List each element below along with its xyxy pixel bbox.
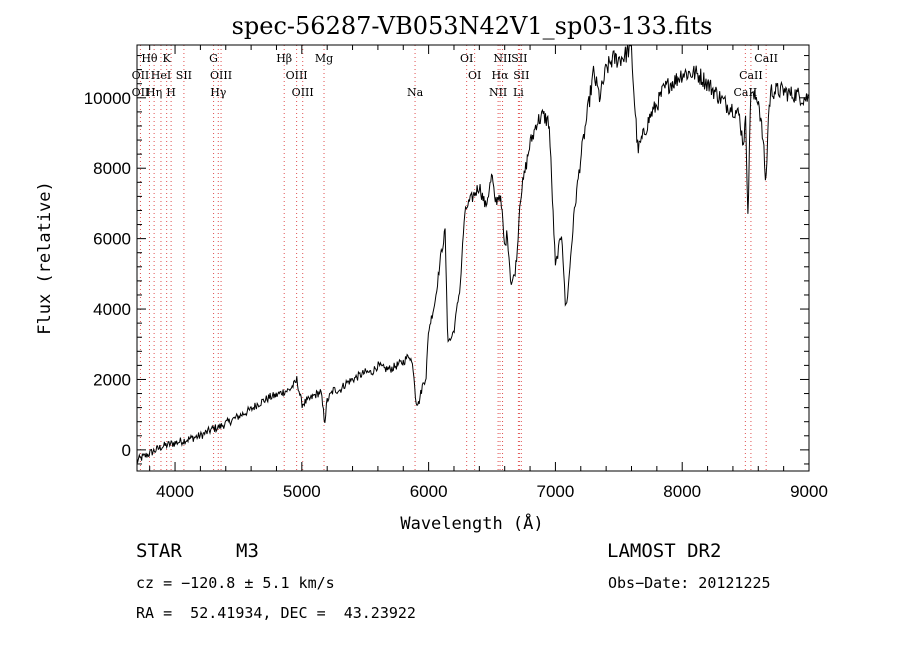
spectral-line-label: Hα [491,69,509,82]
spectral-line-label: Hγ [210,86,227,99]
coordinates: RA = 52.41934, DEC = 43.23922 [136,604,416,622]
x-tick-label: 6000 [410,482,448,501]
spectral-line-label: OIII [286,69,308,82]
observation-date: Obs−Date: 20121225 [608,574,771,592]
y-tick-label: 2000 [93,370,131,389]
spectral-line-label: NII [493,52,511,65]
y-tick-label: 0 [122,441,131,460]
y-tick-label: 8000 [93,159,131,178]
spectral-line-label: G [209,52,218,65]
spectral-line-label: Hβ [276,52,292,65]
y-tick-label: 6000 [93,230,131,249]
y-tick-label: 4000 [93,300,131,319]
x-tick-label: 9000 [790,482,828,501]
spectral-line-label: SII [511,52,527,65]
x-tick-label: 7000 [537,482,575,501]
chart-title: spec-56287-VB053N42V1_sp03-133.fits [232,12,713,40]
survey-name: LAMOST DR2 [607,540,722,562]
spectral-line-label: OII [132,69,150,82]
plot-frame [136,44,810,472]
spectral-line-label: Hη [146,86,162,99]
x-tick-label: 8000 [663,482,701,501]
spectral-line-label: Na [407,86,424,99]
spectral-line-label: CaII [754,52,778,65]
spectral-line-label: CaII [739,69,763,82]
redshift-cz: cz = −120.8 ± 5.1 km/s [136,574,335,592]
spectrum-line [136,44,810,464]
spectral-line-label: SII [513,69,529,82]
spectral-line-label: OI [460,52,473,65]
spectral-line-label: Mg [315,52,333,65]
spectral-line-label: H [166,86,176,99]
x-tick-label: 5000 [283,482,321,501]
object-subclass: M3 [236,540,259,562]
x-tick-label: 4000 [156,482,194,501]
spectral-line-label: NII [489,86,507,99]
spectral-line-markers [139,45,767,471]
spectral-line-label: OI [468,69,481,82]
spectral-line-label: OII [132,86,150,99]
object-class: STAR [136,540,182,562]
spectral-line-label: HeI [151,69,171,82]
spectral-line-label: OIII [292,86,314,99]
y-axis-label: Flux (relative) [35,181,55,335]
spectral-line-label: Li [513,86,524,99]
axis-ticks: 4000 5000 6000 7000 8000 9000 0 2000 4000 6000 800… [84,45,828,501]
spectral-line-label: K [163,52,172,65]
x-axis-label: Wavelength (Å) [400,512,543,534]
spectral-line-label: Hθ [141,52,158,65]
y-tick-label: 10000 [84,89,131,108]
spectral-line-label: SII [176,69,192,82]
spectral-line-label: OIII [210,69,232,82]
